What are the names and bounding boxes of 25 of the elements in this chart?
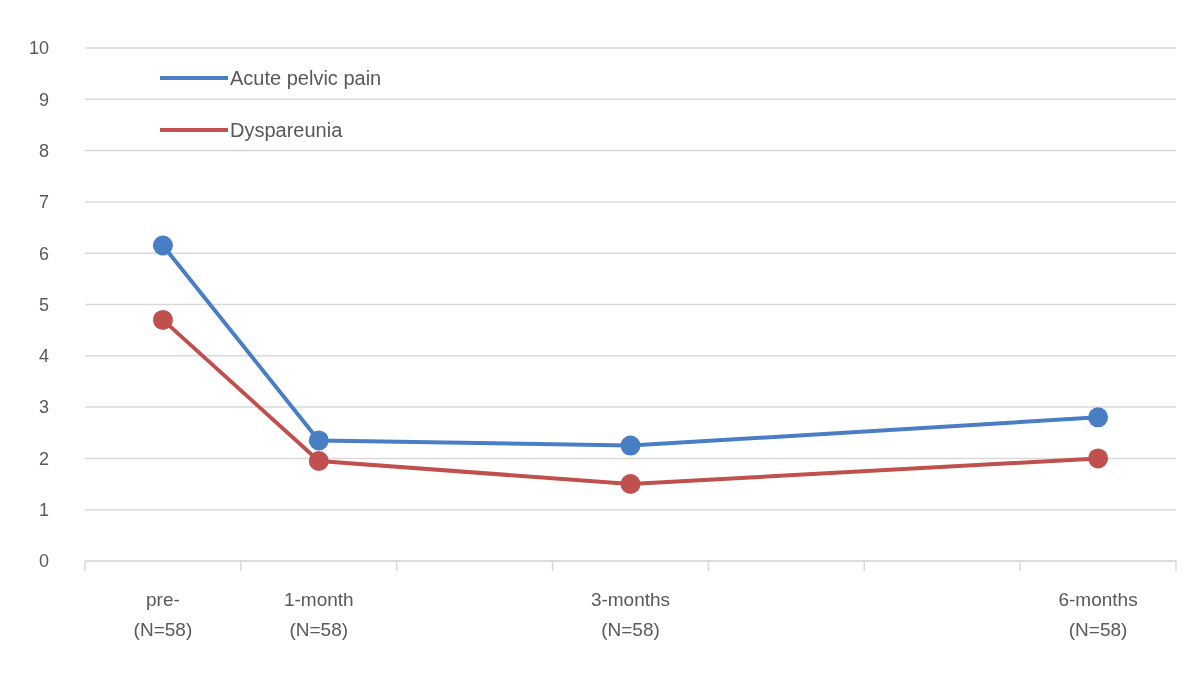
legend-label: Acute pelvic pain: [230, 67, 382, 89]
y-tick-label: 0: [38, 551, 49, 572]
point: [620, 474, 641, 495]
y-tick-label: 6: [38, 243, 49, 264]
y-tick-label: 4: [38, 346, 49, 367]
legend-label: Dyspareunia: [230, 119, 344, 141]
point: [308, 430, 329, 451]
x-tick-label: 6-months (N=58): [1058, 589, 1138, 640]
x-tick-label: pre- (N=58): [133, 589, 193, 640]
x-tick-label: 1-month (N=58): [283, 589, 354, 640]
y-tick-label: 10: [28, 38, 49, 59]
y-tick-label: 8: [38, 140, 49, 161]
point: [620, 435, 641, 456]
point: [152, 309, 173, 330]
y-tick-label: 3: [38, 397, 49, 418]
y-tick-label: 2: [38, 448, 49, 469]
x-tick-label: 3-months (N=58): [590, 589, 671, 640]
point: [1088, 448, 1109, 469]
point: [1088, 407, 1109, 428]
y-tick-label: 5: [38, 294, 49, 315]
y-tick-label: 7: [38, 192, 49, 213]
y-tick-label: 9: [38, 89, 49, 110]
point: [152, 235, 173, 256]
y-tick-label: 1: [38, 500, 49, 520]
point: [308, 450, 329, 471]
